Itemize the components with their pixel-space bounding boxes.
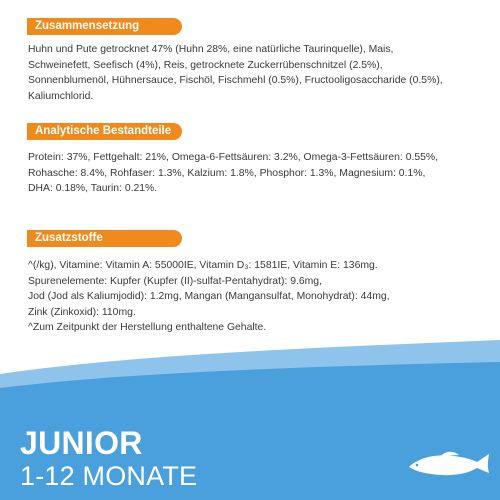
section-heading-label: Analytische Bestandteile [35,125,172,137]
text-line: Zink (Zinkoxid): 110mg. [28,306,136,318]
text-line: Kaliumchlorid. [28,90,94,102]
text-line: Jod (Jod als Kaliumjodid): 1.2mg, Mangan… [28,291,390,303]
fish-icon [409,451,489,476]
text-line: Rohasche: 8.4%, Rohfaser: 1.3%, Kalzium:… [28,167,426,179]
wave-dark-band [0,362,500,500]
section-analytics-text: Protein: 37%, Fettgehalt: 21%, Omega-6-F… [28,150,488,197]
footer-title: JUNIOR [20,425,143,461]
text-line: Spurenelemente: Kupfer (Kupfer (II)-sulf… [28,275,322,287]
section-composition-heading: Zusammensetzung [27,18,182,35]
section-heading-label: Zusatzstoffe [35,232,103,244]
text-line: DHA: 0.18%, Taurin: 0.21%. [28,183,158,195]
text-line: ^Zum Zeitpunkt der Herstellung enthalten… [28,322,267,334]
section-heading-label: Zusammensetzung [35,20,140,32]
section-additives-text: ^(/kg), Vitamine: Vitamin A: 55000IE, Vi… [28,258,488,336]
section-analytics-heading: Analytische Bestandteile [27,123,182,140]
footer-subtitle: 1-12 MONATE [20,461,198,491]
section-additives-heading: Zusatzstoffe [27,230,182,247]
text-line: Huhn und Pute getrocknet 47% (Huhn 28%, … [28,44,394,55]
text-line: Protein: 37%, Fettgehalt: 21%, Omega-6-F… [28,152,439,163]
text-line: Schweinefett, Seefisch (4%), Reis, getro… [28,59,383,71]
section-composition-text: Huhn und Pute getrocknet 47% (Huhn 28%, … [28,42,488,104]
text-line: ^(/kg), Vitamine: Vitamin A: 55000IE, Vi… [28,260,378,271]
text-line: Sonnenblumenöl, Hühnersauce, Fischöl, Fi… [28,75,443,87]
